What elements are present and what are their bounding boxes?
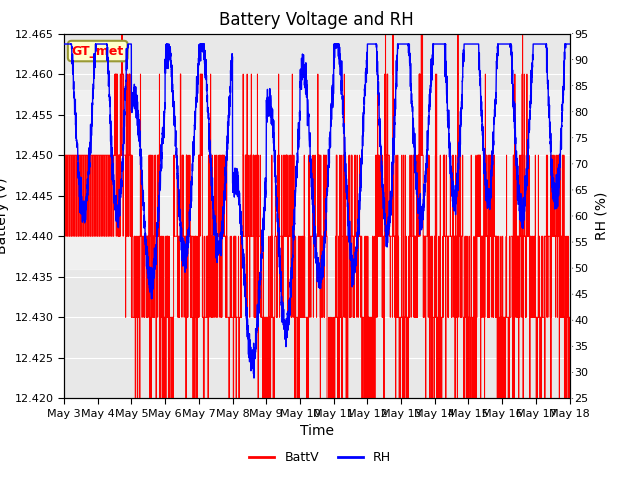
Title: Battery Voltage and RH: Battery Voltage and RH (220, 11, 414, 29)
X-axis label: Time: Time (300, 424, 334, 438)
Bar (64, 90, 570, 269)
Legend: BattV, RH: BattV, RH (244, 446, 396, 469)
Text: GT_met: GT_met (72, 45, 124, 58)
Y-axis label: RH (%): RH (%) (594, 192, 608, 240)
Y-axis label: Battery (V): Battery (V) (0, 178, 9, 254)
